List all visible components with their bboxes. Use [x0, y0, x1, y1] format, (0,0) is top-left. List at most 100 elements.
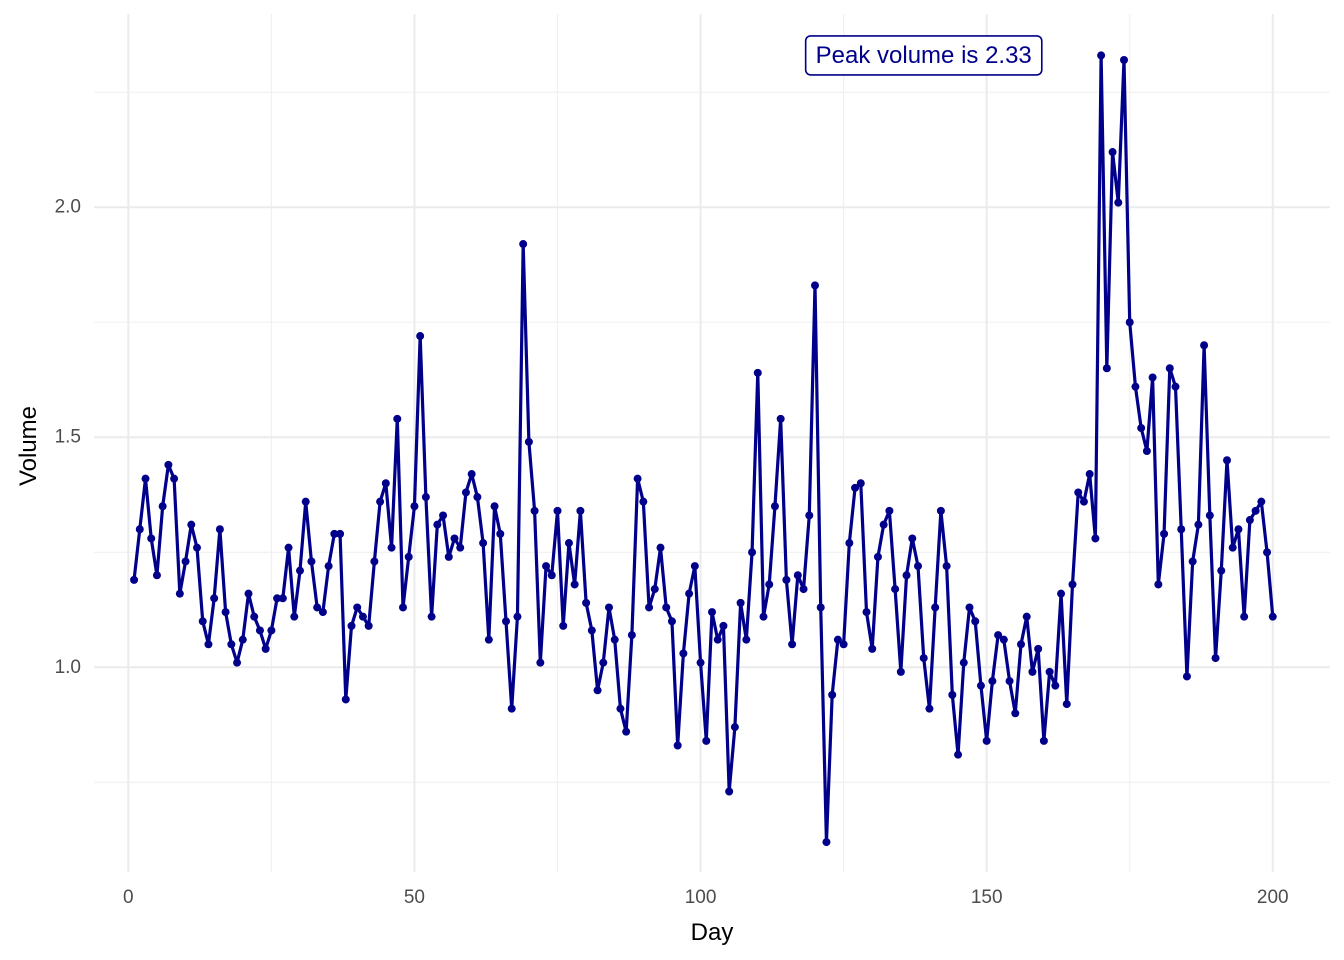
data-point — [559, 621, 568, 630]
data-point — [353, 603, 362, 612]
data-point — [502, 617, 510, 626]
data-point — [885, 506, 894, 515]
data-point — [1022, 612, 1031, 621]
data-point — [805, 511, 814, 520]
data-point — [1160, 529, 1169, 538]
data-point — [702, 736, 711, 745]
data-point — [193, 543, 201, 552]
data-point — [782, 575, 791, 584]
data-point — [439, 511, 448, 520]
data-point — [765, 580, 774, 589]
data-point — [358, 612, 367, 621]
data-point — [1154, 580, 1163, 589]
data-point — [564, 539, 573, 548]
data-point — [816, 603, 825, 612]
data-point — [1245, 516, 1254, 525]
data-point — [479, 539, 488, 548]
data-point — [187, 520, 196, 529]
data-point — [244, 589, 253, 598]
data-point — [1223, 456, 1231, 465]
data-point — [896, 667, 905, 676]
data-point — [324, 562, 333, 571]
data-point — [1011, 709, 1020, 718]
data-point — [662, 603, 671, 612]
data-point — [164, 460, 173, 469]
y-tick-label: 1.5 — [55, 427, 81, 448]
data-point — [570, 580, 579, 589]
data-point — [954, 750, 963, 759]
y-tick-label: 1.0 — [55, 657, 81, 678]
data-point — [1142, 447, 1151, 456]
data-point — [1074, 488, 1083, 497]
data-point — [1062, 700, 1071, 709]
data-point — [141, 474, 150, 483]
data-point — [1085, 470, 1094, 479]
y-tick-label: 2.0 — [55, 197, 81, 218]
series-line — [132, 53, 1275, 844]
data-point — [336, 529, 345, 538]
data-point — [215, 525, 224, 534]
data-point — [725, 787, 734, 796]
data-point — [1114, 198, 1123, 207]
data-point — [1211, 654, 1220, 663]
data-point — [770, 502, 779, 511]
data-point — [1005, 677, 1014, 686]
data-point — [536, 658, 545, 667]
data-point — [667, 617, 676, 626]
data-point — [971, 617, 980, 626]
data-point — [690, 562, 699, 571]
series-layer — [130, 51, 1277, 847]
data-point — [1039, 736, 1048, 745]
data-point — [845, 539, 854, 548]
data-point — [811, 281, 819, 290]
data-point — [839, 640, 848, 649]
x-tick-label: 0 — [123, 887, 134, 908]
data-point — [547, 571, 556, 580]
data-point — [1017, 640, 1025, 649]
x-tick-label: 150 — [971, 887, 1003, 908]
data-point — [788, 640, 797, 649]
data-point — [381, 479, 390, 488]
data-point — [1257, 497, 1266, 506]
data-point — [267, 626, 276, 635]
data-point — [542, 562, 551, 571]
y-axis-title: Volume — [15, 406, 42, 486]
data-point — [587, 626, 596, 635]
data-point — [936, 506, 945, 515]
data-point — [908, 534, 917, 543]
data-point — [290, 612, 299, 621]
data-point — [1234, 525, 1243, 534]
data-point — [673, 741, 682, 750]
data-point — [181, 557, 190, 566]
data-point — [204, 640, 213, 649]
data-point — [1057, 589, 1066, 598]
data-point — [988, 677, 997, 686]
tick-labels: 0 50 100 150 200 1.0 1.5 2.0 — [55, 197, 1289, 908]
data-point — [347, 621, 356, 630]
data-point — [582, 598, 591, 607]
data-point — [221, 608, 230, 617]
data-point — [175, 589, 184, 598]
data-point — [873, 552, 882, 561]
data-point — [822, 838, 831, 847]
data-point — [1091, 534, 1100, 543]
data-point — [730, 723, 739, 732]
peak-annotation-box — [804, 35, 1043, 76]
data-point — [931, 603, 940, 612]
data-point — [307, 557, 316, 566]
data-point — [976, 681, 985, 690]
peak-annotation: Peak volume is 2.33 — [804, 35, 1043, 76]
data-point — [942, 562, 951, 571]
data-point — [982, 736, 991, 745]
data-point — [1120, 56, 1128, 65]
data-point — [685, 589, 694, 598]
data-point — [450, 534, 459, 543]
data-point — [370, 557, 379, 566]
data-point — [1131, 382, 1140, 391]
data-point — [130, 575, 139, 584]
data-point — [862, 608, 871, 617]
data-point — [484, 635, 493, 644]
data-point — [1268, 612, 1277, 621]
data-point — [639, 497, 648, 506]
data-point — [1097, 51, 1106, 60]
